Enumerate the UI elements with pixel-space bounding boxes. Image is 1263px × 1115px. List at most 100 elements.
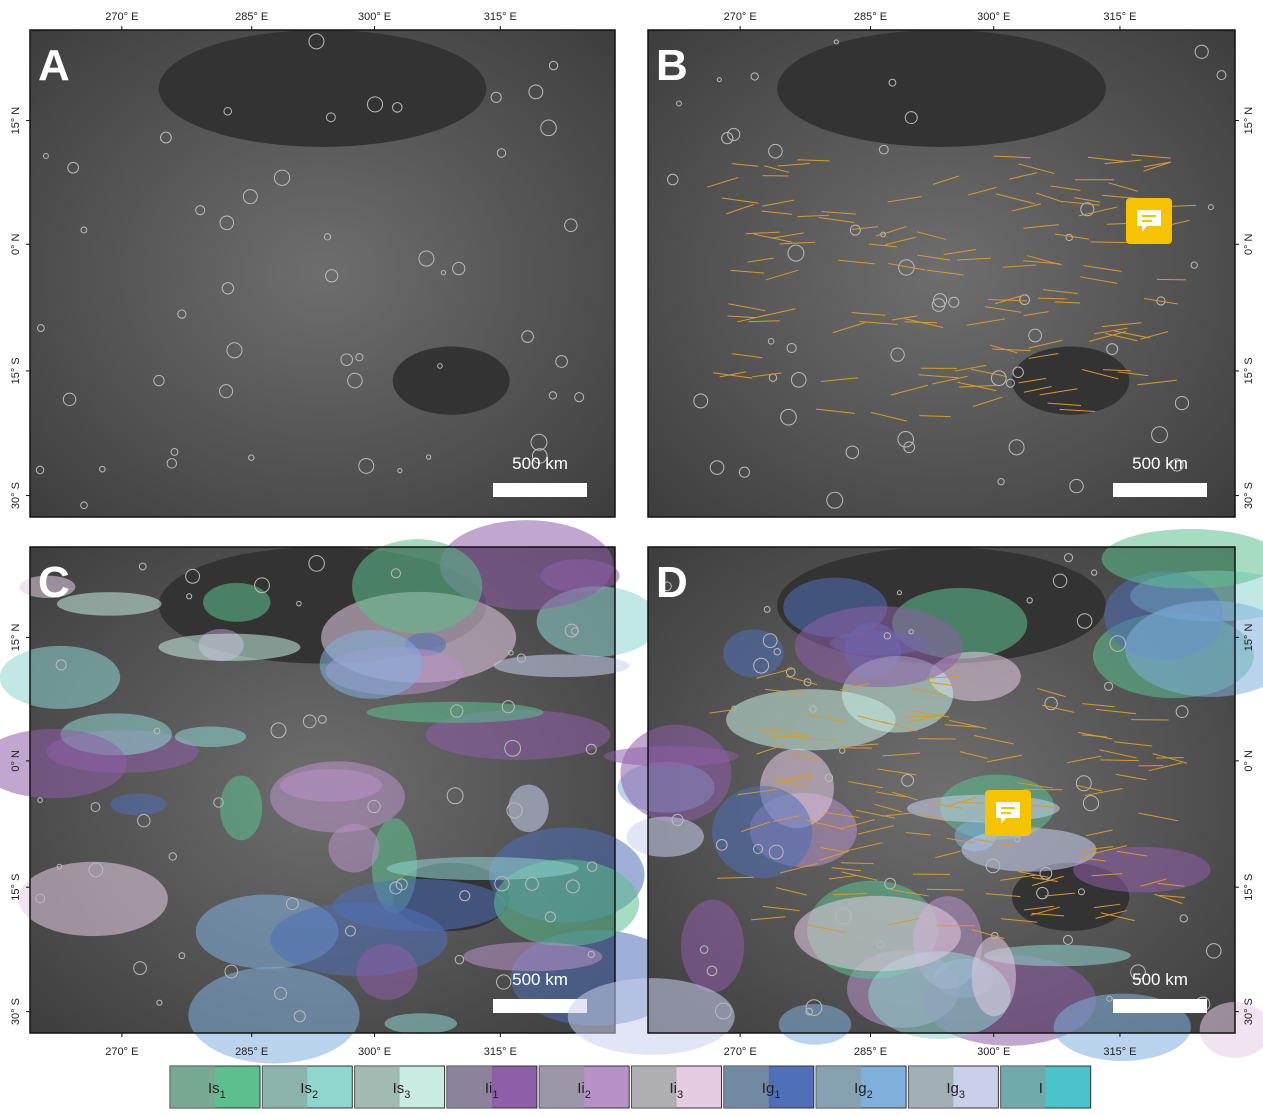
legend-label: I bbox=[1039, 1080, 1043, 1097]
geologic-unit bbox=[203, 583, 270, 622]
geologic-unit bbox=[795, 606, 963, 687]
y-axis-label: 30° S bbox=[10, 482, 22, 509]
x-axis-label: 300° E bbox=[358, 1046, 391, 1058]
x-axis-label: 285° E bbox=[854, 11, 887, 23]
dark-terrain bbox=[159, 30, 487, 147]
legend-sub: 1 bbox=[220, 1089, 226, 1101]
y-axis-label: 0° N bbox=[10, 750, 22, 772]
x-axis-label: 270° E bbox=[724, 11, 757, 23]
x-axis-label: 315° E bbox=[484, 1046, 517, 1058]
legend-base: Ii bbox=[485, 1080, 493, 1097]
legend-sub: 3 bbox=[677, 1089, 683, 1101]
y-axis-label: 15° N bbox=[10, 624, 22, 652]
x-axis-label: 285° E bbox=[235, 1046, 268, 1058]
geologic-unit bbox=[0, 646, 120, 709]
comment-icon[interactable] bbox=[1126, 198, 1172, 244]
x-axis-label: 270° E bbox=[105, 11, 138, 23]
geologic-unit bbox=[110, 794, 166, 816]
map-panel bbox=[648, 30, 1235, 517]
geologic-unit bbox=[568, 978, 735, 1055]
y-axis-label: 15° S bbox=[10, 357, 22, 384]
y-axis-label: 0° N bbox=[10, 233, 22, 255]
geologic-unit bbox=[387, 857, 579, 880]
panel-letter: C bbox=[38, 558, 70, 607]
scale-bar bbox=[1113, 483, 1207, 497]
x-axis-label: 285° E bbox=[235, 11, 268, 23]
geologic-unit bbox=[681, 900, 744, 993]
comment-icon[interactable] bbox=[985, 790, 1031, 836]
geologic-unit bbox=[188, 967, 359, 1064]
geologic-unit bbox=[19, 862, 168, 936]
legend-item: I bbox=[1001, 1066, 1091, 1108]
panel-letter: A bbox=[38, 41, 70, 90]
geologic-unit bbox=[463, 942, 602, 971]
geologic-unit bbox=[494, 654, 630, 677]
legend-base: Ig bbox=[946, 1080, 959, 1097]
legend-sub: 2 bbox=[312, 1089, 318, 1101]
legend-sub: 2 bbox=[867, 1089, 873, 1101]
lineament bbox=[927, 889, 963, 890]
x-axis-label: 315° E bbox=[484, 11, 517, 23]
legend-base: Is bbox=[300, 1080, 312, 1097]
geologic-unit bbox=[604, 746, 738, 766]
geologic-unit bbox=[508, 785, 548, 832]
panel-letter: D bbox=[656, 558, 688, 607]
y-axis-label: 30° S bbox=[1243, 998, 1255, 1025]
x-axis-label: 315° E bbox=[1103, 11, 1136, 23]
lineament bbox=[1038, 298, 1067, 299]
legend-item: Is3 bbox=[355, 1066, 445, 1108]
legend-base: Ig bbox=[854, 1080, 867, 1097]
legend-sub: 3 bbox=[959, 1089, 965, 1101]
legend-sub: 1 bbox=[774, 1089, 780, 1101]
x-axis-label: 270° E bbox=[724, 1046, 757, 1058]
map-panel bbox=[0, 520, 682, 1063]
x-axis-label: 270° E bbox=[105, 1046, 138, 1058]
y-axis-label: 15° S bbox=[10, 874, 22, 901]
scale-label: 500 km bbox=[1132, 454, 1188, 473]
x-axis-label: 300° E bbox=[977, 1046, 1010, 1058]
geologic-unit bbox=[620, 725, 731, 823]
legend-base: Ii bbox=[577, 1080, 585, 1097]
geologic-unit bbox=[320, 630, 423, 699]
dark-terrain bbox=[777, 30, 1106, 147]
y-axis-label: 15° N bbox=[10, 107, 22, 135]
dark-terrain bbox=[393, 347, 510, 415]
geologic-unit bbox=[972, 936, 1016, 1016]
geologic-unit bbox=[794, 896, 961, 971]
y-axis-label: 30° S bbox=[10, 998, 22, 1025]
legend-item: Ii3 bbox=[632, 1066, 722, 1108]
y-axis-label: 15° N bbox=[1243, 624, 1255, 652]
legend-sub: 1 bbox=[492, 1089, 498, 1101]
legend-base: Is bbox=[393, 1080, 405, 1097]
geologic-unit bbox=[627, 817, 704, 857]
legend-base: Ii bbox=[670, 1080, 678, 1097]
y-axis-label: 15° S bbox=[1243, 874, 1255, 901]
y-axis-label: 30° S bbox=[1243, 482, 1255, 509]
legend-item: Ii1 bbox=[447, 1066, 537, 1108]
geologic-unit bbox=[270, 761, 405, 832]
geologic-unit bbox=[175, 726, 246, 747]
x-axis-label: 300° E bbox=[358, 11, 391, 23]
y-axis-label: 15° N bbox=[1243, 107, 1255, 135]
geologic-unit bbox=[779, 1004, 851, 1045]
legend-sub: 3 bbox=[404, 1089, 410, 1101]
x-axis-label: 300° E bbox=[977, 11, 1010, 23]
geologic-unit bbox=[352, 539, 482, 633]
legend-sub: 2 bbox=[585, 1089, 591, 1101]
y-axis-label: 0° N bbox=[1243, 750, 1255, 772]
legend-item: Ig1 bbox=[724, 1066, 814, 1108]
figure: A 500 km 270° E 285° E 300° E 315° E 15° N 0° N… bbox=[0, 0, 1263, 1110]
scale-label: 500 km bbox=[512, 454, 568, 473]
legend-base: I bbox=[1039, 1080, 1043, 1097]
legend-item: Ii2 bbox=[539, 1066, 629, 1108]
legend-item: Ig2 bbox=[816, 1066, 906, 1108]
x-axis-label: 315° E bbox=[1103, 1046, 1136, 1058]
x-axis-label: 285° E bbox=[854, 1046, 887, 1058]
geologic-unit bbox=[712, 786, 812, 878]
geologic-unit bbox=[158, 634, 300, 661]
geologic-unit bbox=[220, 775, 262, 840]
map-panel bbox=[30, 30, 615, 517]
y-axis-label: 0° N bbox=[1243, 233, 1255, 255]
legend-base: Is bbox=[208, 1080, 220, 1097]
geologic-unit bbox=[57, 592, 162, 616]
